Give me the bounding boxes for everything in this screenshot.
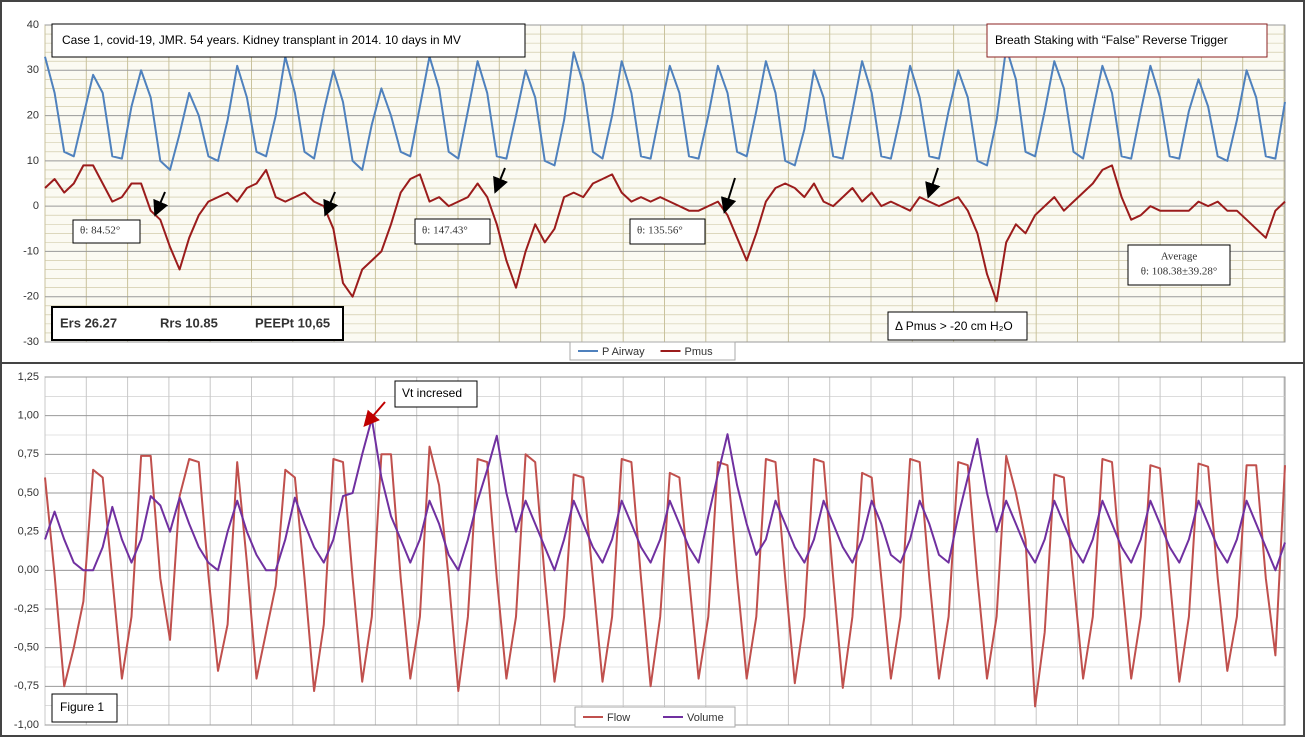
arrow [925, 167, 941, 199]
y-tick-label: 0,25 [18, 526, 39, 538]
y-tick-label: 1,00 [18, 410, 39, 422]
legend-label: Volume [687, 712, 724, 724]
annotation-box [887, 311, 1028, 341]
annotation: Vt incresed [402, 386, 462, 400]
annotation-box [1127, 244, 1231, 286]
arrow [720, 177, 737, 214]
annotation: Ers 26.27 [60, 315, 117, 330]
series-line [44, 445, 1286, 708]
y-tick-label: -30 [23, 336, 39, 348]
annotation-box [51, 306, 344, 341]
y-tick-label: 0,50 [18, 487, 39, 499]
legend-box [569, 341, 736, 361]
arrow [363, 401, 386, 428]
y-tick-label: -1,00 [14, 719, 39, 731]
y-tick-label: -0,75 [14, 680, 39, 692]
annotation: θ: 84.52° [80, 225, 120, 237]
series-line [44, 46, 1286, 171]
annotation: Rrs 10.85 [160, 315, 218, 330]
arrow [493, 167, 508, 194]
annotation-box [51, 693, 118, 723]
annotation: θ: 135.56° [637, 225, 683, 237]
annotation: θ: 108.38±39.28° [1141, 266, 1218, 278]
y-tick-label: -0,25 [14, 603, 39, 615]
y-tick-label: -0,50 [14, 642, 39, 654]
annotation-box [986, 23, 1268, 58]
annotation: Case 1, covid-19, JMR. 54 years. Kidney … [62, 33, 461, 47]
annotation-box [629, 218, 706, 245]
y-tick-label: 20 [27, 109, 39, 121]
y-tick-label: 40 [27, 19, 39, 31]
y-tick-label: 30 [27, 64, 39, 76]
annotation-box [51, 23, 526, 58]
legend-box [574, 706, 736, 728]
y-tick-label: 0 [33, 200, 39, 212]
annotation-box [394, 380, 478, 408]
y-tick-label: 10 [27, 155, 39, 167]
legend-label: Pmus [685, 346, 714, 358]
series-line [44, 417, 1286, 572]
y-tick-label: -20 [23, 291, 39, 303]
annotation: θ: 147.43° [422, 225, 468, 237]
annotation: PEEPt 10,65 [255, 315, 330, 330]
y-tick-label: 0,75 [18, 448, 39, 460]
annotation-box [414, 218, 491, 245]
arrow [153, 191, 169, 217]
annotation-box [72, 219, 141, 244]
y-tick-label: -10 [23, 245, 39, 257]
annotation: Average [1161, 251, 1198, 263]
arrow [323, 191, 339, 217]
annotation: Figure 1 [60, 700, 104, 714]
y-tick-label: 1,25 [18, 371, 39, 383]
legend-label: Flow [607, 712, 630, 724]
series-line [44, 164, 1286, 303]
y-tick-label: 0,00 [18, 564, 39, 576]
legend-label: P Airway [602, 346, 645, 358]
annotation: Breath Staking with “False” Reverse Trig… [995, 33, 1228, 47]
annotation: Δ Pmus > -20 cm H₂O [895, 319, 1013, 333]
